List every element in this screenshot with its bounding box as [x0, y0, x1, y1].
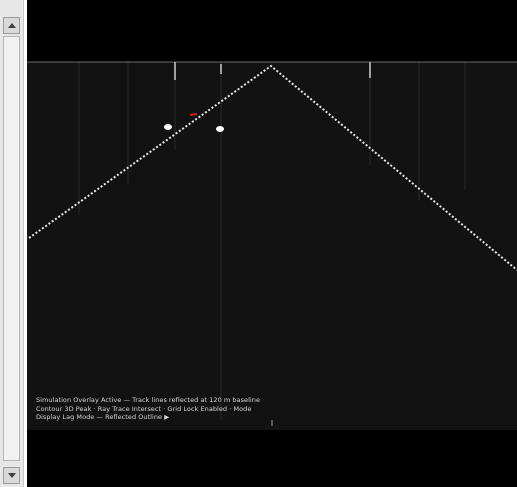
- arrow-up-icon: [7, 23, 16, 28]
- scroll-thumb[interactable]: [3, 36, 20, 461]
- light-spot-left: [164, 124, 172, 130]
- scroll-down-button[interactable]: [3, 467, 20, 484]
- peak-outline: [28, 64, 517, 271]
- video-frame: [27, 61, 517, 430]
- top-ticks: [174, 62, 371, 80]
- scroll-up-button[interactable]: [3, 17, 20, 34]
- caption-line-1: Simulation Overlay Active — Track lines …: [36, 396, 261, 404]
- video-viewport[interactable]: Simulation Overlay Active — Track lines …: [27, 0, 517, 487]
- light-spot-right: [216, 126, 224, 132]
- scene-area: [27, 62, 517, 430]
- arrow-down-icon: [7, 473, 16, 478]
- caption-line-2: Contour 3D Peak · Ray Trace Intersect · …: [36, 404, 252, 413]
- red-marker: [189, 113, 198, 116]
- vertical-scrollbar[interactable]: [0, 0, 24, 487]
- caption-line-3: Display Lag Mode — Reflected Outline ▶: [36, 413, 170, 421]
- caption-text: Simulation Overlay Active — Track lines …: [36, 396, 306, 422]
